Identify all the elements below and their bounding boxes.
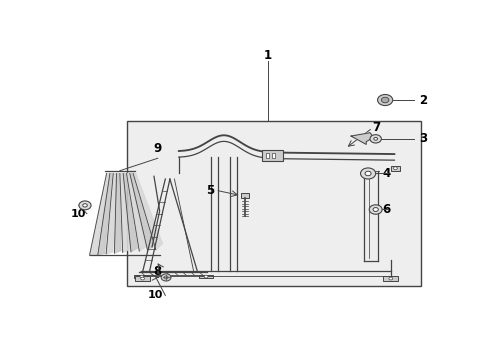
Text: 8: 8	[153, 265, 162, 278]
Text: 3: 3	[418, 132, 427, 145]
Polygon shape	[350, 133, 373, 144]
Text: 7: 7	[371, 121, 379, 134]
Bar	[199, 275, 212, 278]
Bar	[271, 153, 274, 158]
Text: 10: 10	[70, 209, 85, 219]
Polygon shape	[133, 174, 162, 250]
Polygon shape	[106, 174, 116, 254]
Bar	[265, 153, 268, 158]
Polygon shape	[126, 174, 145, 251]
Bar	[390, 166, 400, 171]
Circle shape	[373, 138, 377, 140]
Text: 6: 6	[382, 203, 390, 216]
Polygon shape	[123, 174, 137, 252]
Circle shape	[360, 168, 375, 179]
Bar	[262, 150, 282, 161]
Polygon shape	[114, 174, 121, 253]
Circle shape	[365, 171, 370, 176]
Circle shape	[204, 275, 207, 278]
Bar	[127, 121, 420, 286]
Circle shape	[377, 94, 392, 105]
Circle shape	[372, 208, 378, 211]
Polygon shape	[129, 174, 154, 251]
Text: 9: 9	[153, 143, 162, 156]
Text: 2: 2	[418, 94, 427, 107]
Text: 5: 5	[206, 184, 214, 197]
Circle shape	[381, 97, 388, 103]
Polygon shape	[89, 174, 109, 255]
Circle shape	[369, 135, 381, 143]
Bar	[135, 276, 150, 281]
Polygon shape	[120, 174, 129, 252]
Text: 10: 10	[148, 291, 163, 301]
Bar	[383, 276, 398, 281]
Text: 1: 1	[263, 49, 271, 62]
Circle shape	[161, 274, 171, 281]
Circle shape	[368, 205, 381, 214]
Bar	[134, 275, 149, 278]
Bar	[241, 193, 248, 198]
Circle shape	[79, 201, 91, 210]
Circle shape	[141, 277, 144, 280]
Circle shape	[164, 276, 168, 279]
Circle shape	[393, 167, 396, 170]
Circle shape	[140, 275, 143, 278]
Polygon shape	[98, 174, 112, 255]
Circle shape	[82, 204, 87, 207]
Circle shape	[388, 277, 392, 280]
Text: 4: 4	[382, 167, 390, 180]
